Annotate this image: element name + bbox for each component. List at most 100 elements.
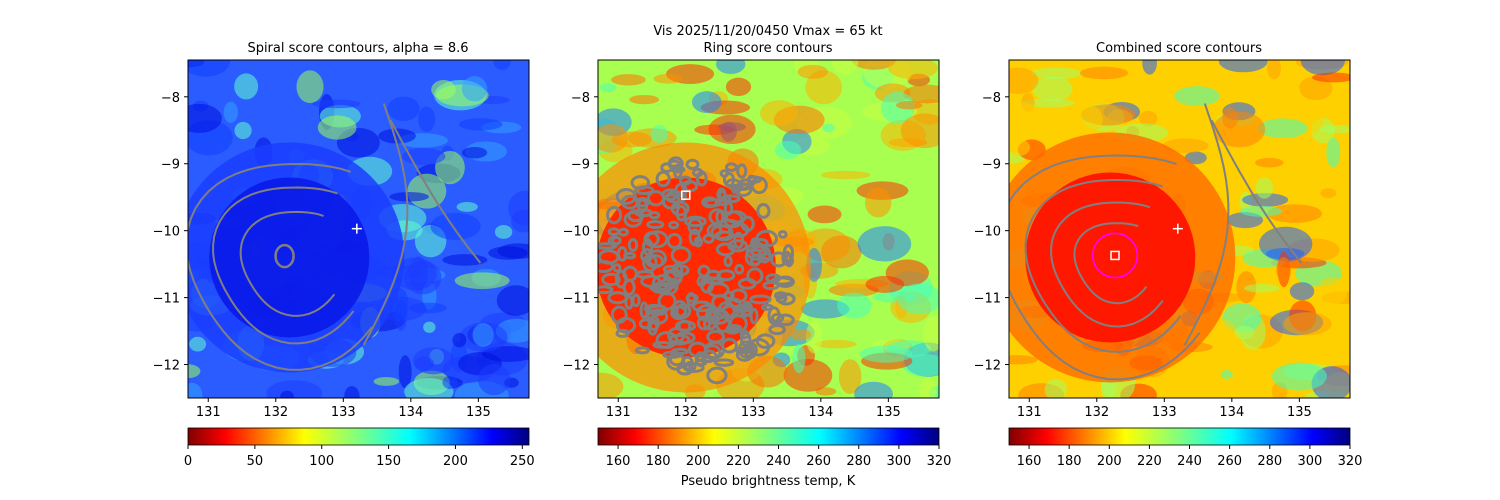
colorbar-combined — [1008, 427, 1351, 446]
x-tick-label: 131 — [196, 405, 221, 420]
contour-line — [362, 103, 409, 346]
cloud-patch — [511, 209, 529, 233]
colorbar-tick-label: 240 — [766, 454, 791, 469]
cloud-patch — [815, 339, 857, 349]
contour-lines — [188, 103, 482, 371]
contour-line — [720, 337, 738, 354]
colorbar-tick-label: 240 — [1177, 454, 1202, 469]
cloud-patch — [790, 328, 811, 341]
contour-line — [598, 249, 620, 265]
cloud-patch — [1244, 283, 1280, 293]
x-tick-label: 135 — [1287, 405, 1312, 420]
colorbar-tick-label: 260 — [1217, 454, 1242, 469]
cloud-patch — [1289, 282, 1315, 301]
cloud-patch — [854, 381, 893, 398]
cloud-patch — [1254, 157, 1284, 168]
cloud-patch — [1142, 60, 1157, 75]
y-axis: −8 −9 −10 −11 −12 — [974, 91, 1009, 374]
contour-line — [1073, 222, 1148, 305]
cloud-patch — [1320, 188, 1337, 199]
cloud-patch — [494, 225, 513, 239]
cloud-patch — [857, 226, 912, 262]
cloud-patch — [760, 100, 799, 127]
panel-title-spiral: Spiral score contours, alpha = 8.6 — [247, 41, 468, 56]
contour-line — [661, 188, 680, 201]
cloud-patch — [266, 380, 323, 398]
cloud-patch — [1032, 76, 1073, 102]
cloud-patch — [1267, 204, 1323, 223]
cloud-patch — [189, 336, 207, 352]
contour-line — [727, 297, 742, 309]
contour-line — [738, 178, 753, 191]
cloud-patch — [1283, 312, 1332, 336]
cloud-patch — [280, 390, 294, 398]
contour-line — [732, 231, 745, 250]
markers — [1091, 223, 1183, 279]
contour-line — [598, 285, 614, 295]
contour-line — [638, 318, 653, 330]
contour-line — [669, 277, 680, 289]
colorbar-tick-label: 250 — [510, 454, 535, 469]
x-tick-label: 135 — [876, 405, 901, 420]
cloud-patch — [1316, 277, 1348, 306]
contour-line — [675, 302, 692, 319]
x-axis: 131 132 133 134 135 — [606, 398, 901, 420]
contour-line — [714, 230, 734, 242]
cloud-patch — [1009, 139, 1031, 156]
colorbar-tick-label: 300 — [886, 454, 911, 469]
x-tick-label: 132 — [673, 405, 698, 420]
cloud-patch — [792, 344, 806, 374]
cloud-patch — [188, 103, 222, 133]
cloud-patch — [477, 363, 511, 396]
cloud-patch — [1239, 205, 1283, 217]
contour-line — [739, 302, 753, 318]
cloud-patch — [188, 364, 201, 379]
contour-line — [740, 331, 752, 348]
y-tick-label: −9 — [161, 158, 180, 173]
contour-line — [1024, 179, 1182, 353]
panel-ring: Ring score contours 131 132 133 134 135 −8 −9… — [563, 41, 952, 489]
contour-line — [655, 170, 671, 188]
contour-line — [758, 246, 772, 264]
colorbar-tick-label: 220 — [726, 454, 751, 469]
contour-line — [661, 193, 681, 210]
contour-line — [212, 186, 355, 345]
cloud-patch — [488, 246, 528, 260]
panel-spiral: Spiral score contours, alpha = 8.6 131 13… — [153, 41, 535, 469]
cloud-patch — [865, 275, 905, 293]
cloud-patch — [188, 60, 231, 77]
colorbar-tick-label: 100 — [309, 454, 334, 469]
contour-line — [767, 306, 781, 326]
cloud-patch — [691, 91, 722, 114]
contour-line — [723, 201, 734, 216]
cloud-patch — [838, 359, 862, 394]
x-axis: 131 132 133 134 135 — [196, 398, 491, 420]
eye-circle-marker — [1091, 232, 1139, 279]
contour-line — [723, 255, 733, 268]
cloud-patch — [598, 372, 624, 398]
contour-line — [667, 159, 681, 168]
contour-line — [717, 218, 739, 229]
contour-line — [1183, 103, 1230, 346]
cloud-patch — [1267, 60, 1281, 80]
contour-lines — [598, 156, 796, 385]
contour-line — [622, 278, 636, 296]
cloud-patch — [822, 123, 835, 133]
contour-line — [737, 277, 757, 290]
y-tick-label: −10 — [563, 225, 590, 240]
cloud-patch — [774, 140, 802, 160]
x-axis: 131 132 133 134 135 — [1017, 398, 1312, 420]
x-tick-label: 135 — [466, 405, 491, 420]
x-tick-label: 133 — [1152, 405, 1177, 420]
cloud-patch — [461, 146, 488, 159]
cloud-patch — [234, 121, 252, 140]
colorbar-tick-label: 50 — [247, 454, 264, 469]
contour-line — [612, 263, 622, 273]
contour-line — [693, 236, 703, 248]
cloud-patch — [805, 70, 843, 105]
contour-line — [749, 294, 772, 305]
y-axis: −8 −9 −10 −11 −12 — [563, 91, 598, 374]
colorbar-spiral — [187, 427, 530, 446]
cloud-patch — [442, 254, 488, 266]
contour-line — [634, 346, 650, 355]
